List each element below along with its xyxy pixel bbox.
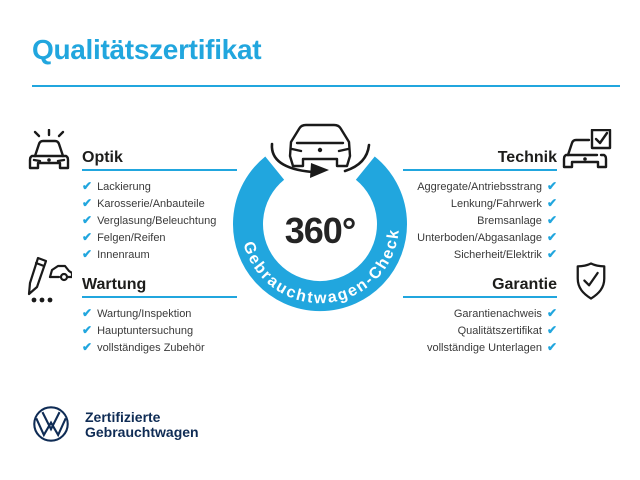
page-title: Qualitätszertifikat	[32, 34, 262, 65]
brand-text: Zertifizierte Gebrauchtwagen	[85, 410, 199, 440]
pencil-car-icon	[27, 256, 72, 303]
brand-line-1: Zertifizierte	[85, 409, 161, 425]
checklist-optik: ✔ Lackierung ✔ Karosserie/Anbauteile ✔ Vergla…	[82, 178, 237, 263]
checklist-item: ✔ vollständige Unterlagen	[403, 339, 557, 356]
checklist-technik: ✔ Aggregate/Antriebsstrang ✔ Lenkung/Fahrwe…	[403, 178, 557, 263]
car-shine-icon	[28, 129, 70, 170]
checklist-item: ✔ Unterboden/Abgasanlage	[403, 229, 557, 246]
center-360-graphic: 360° Gebrauchtwagen-Check	[233, 123, 407, 311]
checklist-item-label: Lenkung/Fahrwerk	[450, 197, 542, 210]
checklist-item: ✔ Garantienachweis	[403, 305, 557, 322]
checklist-item: ✔ Innenraum	[82, 246, 237, 263]
check-icon: ✔	[546, 322, 557, 337]
car-rotation-icon	[270, 123, 371, 174]
section-optik: Optik ✔ Lackierung ✔ Karosserie/Anbauteile ✔…	[82, 148, 237, 263]
checklist-item-label: Unterboden/Abgasanlage	[417, 231, 542, 244]
check-icon: ✔	[82, 246, 93, 261]
checklist-item-label: Felgen/Reifen	[97, 231, 166, 244]
checklist-item: ✔ Aggregate/Antriebsstrang	[403, 178, 557, 195]
checklist-item: ✔ Lackierung	[82, 178, 237, 195]
checklist-item: ✔ vollständiges Zubehör	[82, 339, 237, 356]
checklist-item-label: Aggregate/Antriebsstrang	[417, 180, 542, 193]
section-divider	[82, 296, 237, 298]
section-wartung: Wartung ✔ Wartung/Inspektion ✔ Hauptuntersu…	[82, 275, 237, 356]
check-icon: ✔	[82, 212, 93, 227]
check-icon: ✔	[546, 195, 557, 210]
checklist-item-label: vollständige Unterlagen	[426, 341, 542, 354]
title-divider	[32, 85, 620, 87]
degree-label: 360°	[285, 210, 355, 251]
checklist-item: ✔ Felgen/Reifen	[82, 229, 237, 246]
check-icon: ✔	[546, 178, 557, 193]
check-icon: ✔	[82, 322, 93, 337]
check-icon: ✔	[82, 305, 93, 320]
check-icon: ✔	[82, 229, 93, 244]
checklist-item-label: Sicherheit/Elektrik	[453, 248, 542, 261]
checklist-item-label: Hauptuntersuchung	[97, 324, 194, 337]
check-icon: ✔	[546, 339, 557, 354]
checklist-item-label: Garantienachweis	[453, 307, 542, 320]
checklist-item: ✔ Wartung/Inspektion	[82, 305, 237, 322]
checklist-item: ✔ Verglasung/Beleuchtung	[82, 212, 237, 229]
checklist-item: ✔ Karosserie/Anbauteile	[82, 195, 237, 212]
section-divider	[403, 169, 557, 171]
checklist-item-label: Lackierung	[97, 180, 151, 193]
checklist-item: ✔ Sicherheit/Elektrik	[403, 246, 557, 263]
checklist-item-label: Bremsanlage	[477, 214, 542, 227]
check-icon: ✔	[546, 246, 557, 261]
rotation-arrowhead	[310, 163, 329, 178]
section-title-optik: Optik	[82, 149, 123, 166]
check-icon: ✔	[546, 212, 557, 227]
checklist-item-label: Innenraum	[97, 248, 150, 261]
check-icon: ✔	[546, 305, 557, 320]
section-divider	[82, 169, 237, 171]
checklist-item: ✔ Hauptuntersuchung	[82, 322, 237, 339]
ring-donut	[233, 156, 407, 311]
brand-line-2: Gebrauchtwagen	[85, 424, 199, 440]
checklist-item: ✔ Qualitätszertifikat	[403, 322, 557, 339]
section-divider	[403, 296, 557, 298]
checklist-item-label: Wartung/Inspektion	[97, 307, 192, 320]
shield-check-icon	[576, 262, 606, 300]
check-icon: ✔	[546, 229, 557, 244]
checklist-item: ✔ Lenkung/Fahrwerk	[403, 195, 557, 212]
vw-logo	[33, 406, 69, 442]
checklist-item-label: vollständiges Zubehör	[97, 341, 205, 354]
checklist-item-label: Qualitätszertifikat	[457, 324, 542, 337]
section-title-garantie: Garantie	[492, 276, 557, 293]
check-icon: ✔	[82, 178, 93, 193]
section-garantie: Garantie ✔ Garantienachweis ✔ Qualitätszert…	[403, 275, 557, 356]
car-checkbox-icon	[562, 129, 612, 169]
checklist-item-label: Verglasung/Beleuchtung	[97, 214, 217, 227]
checklist-item-label: Karosserie/Anbauteile	[97, 197, 205, 210]
checklist-garantie: ✔ Garantienachweis ✔ Qualitätszertifikat ✔ vo…	[403, 305, 557, 356]
section-title-technik: Technik	[497, 149, 557, 166]
section-technik: Technik ✔ Aggregate/Antriebsstrang ✔ Lenkun…	[403, 148, 557, 263]
checklist-wartung: ✔ Wartung/Inspektion ✔ Hauptuntersuchung ✔ vo…	[82, 305, 237, 356]
section-title-wartung: Wartung	[82, 276, 147, 293]
checklist-item: ✔ Bremsanlage	[403, 212, 557, 229]
check-icon: ✔	[82, 339, 93, 354]
check-icon: ✔	[82, 195, 93, 210]
